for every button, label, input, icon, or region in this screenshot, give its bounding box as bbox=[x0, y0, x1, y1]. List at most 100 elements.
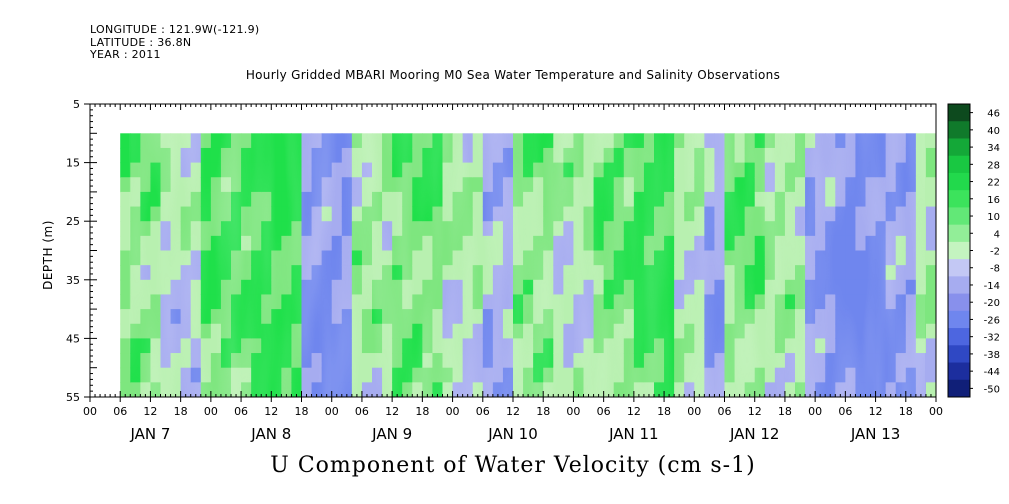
colorbar-band bbox=[948, 207, 970, 226]
heatmap-cell bbox=[120, 250, 131, 266]
x-hour-label: 12 bbox=[506, 405, 520, 418]
x-day-label: JAN 7 bbox=[129, 425, 170, 443]
y-axis: 5 15 25 35 45 55 bbox=[66, 98, 97, 404]
heatmap-cell bbox=[925, 133, 937, 149]
colorbar-label: -26 bbox=[984, 315, 1000, 326]
heatmap-cell bbox=[925, 309, 937, 325]
colorbar-label: -8 bbox=[990, 264, 1000, 275]
heatmap-cell bbox=[925, 177, 937, 193]
heatmap-cell bbox=[120, 221, 131, 237]
x-day-label: JAN 12 bbox=[729, 425, 780, 443]
heatmap-cell bbox=[120, 382, 131, 398]
colorbar-band bbox=[948, 310, 970, 329]
x-hour-label: 18 bbox=[415, 405, 429, 418]
heatmap-cell bbox=[120, 133, 131, 149]
heatmap-cell bbox=[925, 191, 937, 208]
x-hour-label: 06 bbox=[113, 405, 127, 418]
colorbar-label: -2 bbox=[990, 247, 1000, 258]
longitude-text: LONGITUDE : 121.9W(-121.9) bbox=[90, 23, 260, 36]
heatmap-cell bbox=[120, 235, 131, 251]
colorbar-band bbox=[948, 276, 970, 295]
heatmap-cell bbox=[120, 177, 131, 193]
y-tick-label: 15 bbox=[66, 157, 80, 170]
heatmap-cell bbox=[120, 191, 131, 208]
x-day-label: JAN 10 bbox=[487, 425, 538, 443]
heatmap-cell bbox=[120, 323, 131, 339]
colorbar-band bbox=[948, 155, 970, 174]
y-tick-label: 55 bbox=[66, 391, 80, 404]
heatmap-cell bbox=[120, 265, 131, 281]
x-hour-label: 18 bbox=[295, 405, 309, 418]
x-hour-label: 06 bbox=[355, 405, 369, 418]
chart-title: Hourly Gridded MBARI Mooring M0 Sea Wate… bbox=[245, 68, 781, 82]
colorbar-band bbox=[948, 138, 970, 157]
x-hour-label: 00 bbox=[446, 405, 460, 418]
x-hour-label: 06 bbox=[718, 405, 732, 418]
heatmap-cell bbox=[925, 279, 937, 295]
colorbar-band bbox=[948, 293, 970, 312]
x-hour-label: 12 bbox=[748, 405, 762, 418]
x-hour-label: 12 bbox=[143, 405, 157, 418]
colorbar-band bbox=[948, 241, 970, 260]
x-hour-label: 18 bbox=[536, 405, 550, 418]
heatmap-cell bbox=[925, 235, 937, 251]
x-hour-label: 18 bbox=[174, 405, 188, 418]
x-hour-label: 00 bbox=[687, 405, 701, 418]
colorbar-band bbox=[948, 190, 970, 208]
texture-overlay bbox=[129, 133, 925, 397]
heatmap-cell bbox=[925, 323, 937, 339]
x-day-label: JAN 8 bbox=[250, 425, 291, 443]
colorbar-label: 10 bbox=[987, 212, 1000, 223]
heatmap-cell bbox=[120, 294, 131, 310]
heatmap-cell bbox=[120, 162, 131, 178]
x-hour-label: 00 bbox=[929, 405, 943, 418]
colorbar-band bbox=[948, 328, 970, 346]
x-day-label: JAN 9 bbox=[371, 425, 412, 443]
colorbar-label: -20 bbox=[984, 298, 1000, 309]
colorbar-label: 4 bbox=[994, 229, 1000, 240]
heatmap-cell bbox=[925, 221, 937, 237]
heatmap-cell bbox=[925, 367, 937, 383]
x-hour-label: 12 bbox=[869, 405, 883, 418]
x-hour-label: 18 bbox=[778, 405, 792, 418]
x-hour-label: 18 bbox=[899, 405, 913, 418]
variable-label: U Component of Water Velocity (cm s-1) bbox=[270, 453, 756, 478]
colorbar-label: -50 bbox=[984, 384, 1000, 395]
heatmap-cell bbox=[925, 265, 937, 281]
colorbar-band bbox=[948, 224, 970, 243]
x-hour-label: 12 bbox=[627, 405, 641, 418]
colorbar-label: -38 bbox=[984, 350, 1000, 361]
colorbar-band bbox=[948, 121, 970, 139]
x-hour-label: 12 bbox=[385, 405, 399, 418]
colorbar: 46 40 34 28 22 16 10 4 -2 -8 -14 -20 -26 -32 -38 -44 -50 bbox=[947, 103, 1000, 398]
x-day-label: JAN 11 bbox=[608, 425, 659, 443]
heatmap-cell bbox=[925, 353, 937, 369]
x-hour-label: 12 bbox=[264, 405, 278, 418]
metadata-block: LONGITUDE : 121.9W(-121.9) LATITUDE : 36… bbox=[90, 23, 260, 62]
colorbar-label: 22 bbox=[987, 178, 1000, 189]
colorbar-label: 28 bbox=[987, 160, 1000, 171]
x-day-label: JAN 13 bbox=[850, 425, 901, 443]
colorbar-band bbox=[948, 104, 970, 122]
y-tick-label: 25 bbox=[66, 215, 80, 228]
x-hour-label: 00 bbox=[325, 405, 339, 418]
colorbar-band bbox=[948, 379, 970, 398]
heatmap-cell bbox=[925, 147, 937, 164]
heatmap-cell bbox=[120, 338, 131, 354]
x-hour-label: 06 bbox=[476, 405, 490, 418]
colorbar-label: 46 bbox=[987, 109, 1000, 120]
heatmap-cell bbox=[120, 309, 131, 325]
colorbar-band bbox=[948, 259, 970, 277]
x-hour-label: 18 bbox=[657, 405, 671, 418]
heatmap-cell bbox=[120, 147, 131, 164]
heatmap-cell bbox=[120, 206, 131, 222]
heatmap-cell bbox=[120, 367, 131, 383]
heatmap-cell bbox=[120, 279, 131, 295]
y-tick-label: 45 bbox=[66, 332, 80, 345]
colorbar-band bbox=[948, 172, 970, 191]
colorbar-band bbox=[948, 362, 970, 381]
x-hour-label: 06 bbox=[597, 405, 611, 418]
heatmap-cell bbox=[925, 338, 937, 354]
x-hour-label: 00 bbox=[83, 405, 97, 418]
heatmap-cell bbox=[925, 162, 937, 178]
